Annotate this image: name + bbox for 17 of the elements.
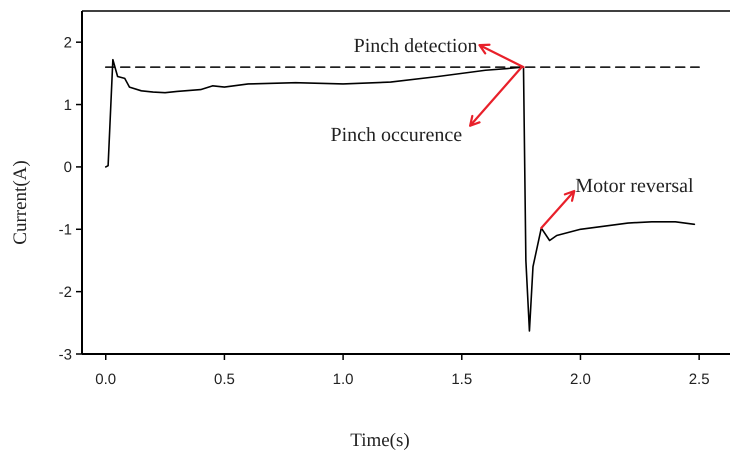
y-tick-label: -3 <box>58 346 72 364</box>
y-axis-title: Current(A) <box>10 160 31 245</box>
x-axis-title: Time(s) <box>350 430 410 451</box>
x-tick-label: 2.0 <box>570 371 591 388</box>
y-tick-label: 2 <box>64 34 72 52</box>
y-tick-label: 0 <box>64 159 72 176</box>
annotation: Pinch occurence <box>330 124 462 146</box>
y-tick-label: -1 <box>58 222 72 239</box>
y-tick-label: 1 <box>64 96 72 114</box>
annotation: Motor reversal <box>575 175 694 198</box>
x-tick-label: 0.5 <box>214 371 235 388</box>
annotation: Pinch detection <box>354 35 478 58</box>
x-tick-label: 1.0 <box>332 371 354 388</box>
x-tick-label: 0.0 <box>95 371 116 388</box>
y-tick-label: -2 <box>58 284 72 301</box>
x-tick-label: 1.5 <box>451 371 472 388</box>
x-tick-label: 2.5 <box>688 371 710 388</box>
